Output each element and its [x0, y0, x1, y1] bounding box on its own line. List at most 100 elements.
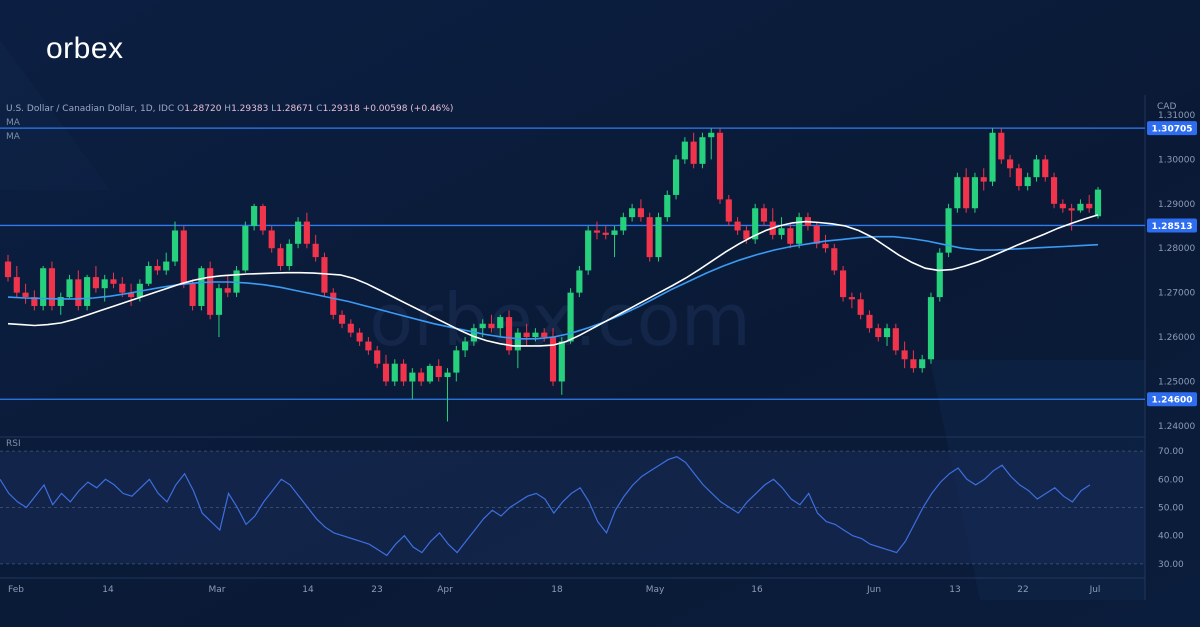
- time-tick-10: 13: [949, 585, 960, 595]
- candle-body-89: [787, 228, 794, 244]
- candle-body-115: [1015, 168, 1022, 187]
- currency-label: CAD: [1157, 102, 1177, 112]
- candle-body-13: [119, 283, 126, 293]
- candle-body-67: [593, 230, 601, 233]
- candle-body-93: [822, 243, 829, 249]
- candle-body-18: [163, 261, 170, 271]
- candle-body-4: [40, 268, 47, 306]
- open-value: 1.28720: [184, 104, 222, 114]
- low-value: 1.28671: [276, 104, 314, 114]
- candle-body-49: [435, 365, 442, 378]
- candle-body-82: [725, 199, 732, 222]
- candle-body-14: [127, 292, 135, 298]
- candle-body-94: [831, 248, 838, 271]
- candle-body-100: [883, 328, 891, 338]
- candle-body-27: [242, 226, 249, 271]
- candle-body-73: [646, 217, 653, 258]
- candle-body-42: [374, 350, 381, 364]
- candle-body-51: [453, 350, 460, 373]
- candle-body-37: [330, 292, 337, 315]
- candle-body-29: [259, 206, 266, 231]
- level-label-2: 1.24600: [1152, 396, 1193, 406]
- candle-body-47: [418, 372, 425, 382]
- symbol-header: U.S. Dollar / Canadian Dollar, 1D, IDC O…: [6, 104, 453, 114]
- candle-body-86: [760, 208, 768, 222]
- candle-body-106: [936, 252, 943, 298]
- candle-body-118: [1042, 159, 1049, 178]
- candle-body-32: [286, 243, 293, 266]
- candle-body-68: [602, 232, 609, 235]
- candle-body-121: [1068, 208, 1075, 211]
- level-label-0: 1.30705: [1152, 125, 1193, 135]
- candle-body-83: [734, 221, 741, 231]
- candle-body-43: [382, 363, 390, 382]
- high-label: H: [224, 104, 232, 114]
- level-label-bg-2: [1147, 392, 1197, 407]
- candle-body-104: [919, 359, 926, 369]
- candle-body-53: [470, 328, 477, 342]
- candle-body-46: [409, 372, 416, 382]
- candle-body-50: [444, 372, 451, 378]
- candle-body-59: [523, 332, 530, 338]
- candle-body-35: [312, 243, 319, 258]
- candle-body-92: [813, 226, 820, 244]
- candle-body-97: [857, 299, 864, 315]
- time-tick-9: Jun: [866, 585, 881, 595]
- candle-body-111: [980, 177, 987, 182]
- candle-body-57: [505, 317, 513, 351]
- time-tick-0: Feb: [8, 585, 24, 595]
- candle-body-72: [637, 208, 644, 218]
- price-tick-0: 1.31000: [1158, 111, 1195, 121]
- candle-body-85: [752, 208, 759, 240]
- candle-body-2: [22, 292, 29, 298]
- candle-body-90: [796, 217, 803, 244]
- candle-body-6: [57, 297, 64, 306]
- candle-body-31: [277, 248, 284, 266]
- candle-body-7: [66, 279, 73, 298]
- candle-body-38: [338, 314, 346, 324]
- time-tick-8: 16: [751, 585, 763, 595]
- ma-indicator-label-1: MA: [6, 118, 20, 128]
- rsi-tick-3: 40.00: [1158, 532, 1184, 542]
- price-tick-6: 1.25000: [1158, 377, 1195, 387]
- candle-body-122: [1077, 203, 1084, 211]
- rsi-line: [0, 456, 1091, 557]
- candle-body-113: [998, 132, 1005, 160]
- candle-body-124: [1094, 189, 1102, 217]
- level-labels: 1.30705 1.28513 1.24600: [1147, 121, 1197, 407]
- candle-body-8: [75, 279, 82, 306]
- close-label: C: [316, 104, 323, 114]
- price-tick-4: 1.27000: [1158, 289, 1195, 299]
- candle-body-108: [954, 177, 961, 209]
- price-levels: [0, 127, 1145, 400]
- candle-body-41: [365, 341, 372, 351]
- ma-slow-line: [7, 235, 1099, 340]
- rsi-axis-ticks: 70.00 60.00 50.00 40.00 30.00: [1158, 447, 1184, 570]
- candle-body-19: [171, 230, 179, 262]
- candle-body-20: [180, 230, 187, 284]
- candle-body-96: [848, 297, 855, 300]
- candle-body-36: [321, 257, 328, 293]
- decor-shape-left: [0, 40, 110, 190]
- candle-body-84: [743, 230, 750, 240]
- time-axis-ticks: Feb 14 Mar 14 23 Apr 18 May 16 Jun 13 22 Jul: [8, 585, 1100, 595]
- price-axis-ticks: 1.31000 1.30000 1.29000 1.28000 1.27000 1.260…: [1158, 111, 1195, 432]
- level-label-bg-0: [1147, 121, 1197, 136]
- candle-body-119: [1050, 177, 1058, 204]
- rsi-series: [0, 456, 1091, 557]
- candle-body-34: [303, 221, 310, 244]
- candle-body-75: [664, 194, 671, 218]
- ma-fast-line: [7, 214, 1099, 347]
- candle-body-116: [1024, 177, 1031, 187]
- level-label-1: 1.28513: [1152, 222, 1193, 232]
- candle-body-30: [268, 230, 275, 249]
- candle-body-44: [391, 363, 398, 382]
- rsi-indicator-label: RSI: [6, 439, 21, 449]
- candle-body-1: [13, 277, 20, 293]
- candle-body-61: [541, 332, 548, 338]
- candle-body-99: [875, 328, 882, 338]
- time-tick-4: 23: [371, 585, 382, 595]
- candle-body-40: [356, 332, 363, 342]
- time-tick-1: 14: [102, 585, 114, 595]
- candle-body-74: [655, 217, 662, 258]
